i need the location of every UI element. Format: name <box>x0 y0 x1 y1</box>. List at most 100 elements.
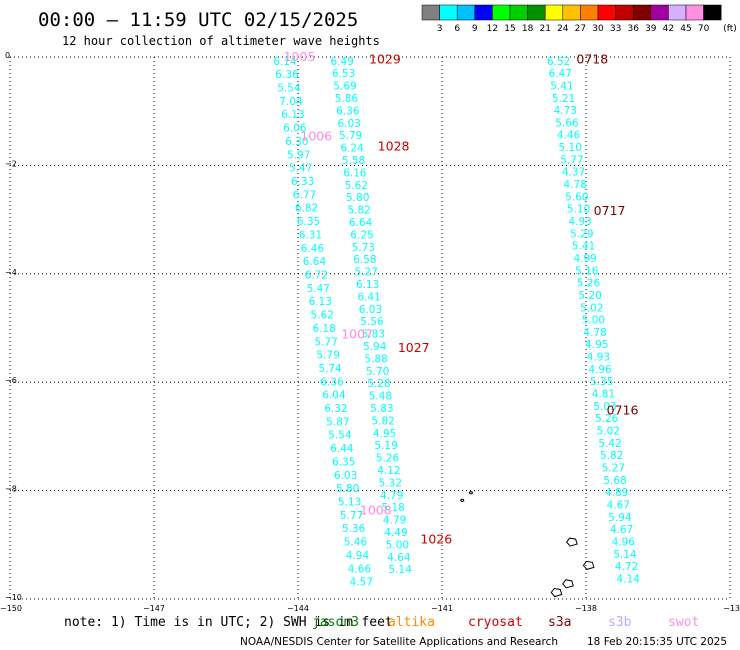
wave-height-value: 6.13 <box>309 296 332 308</box>
colorbar-swatch <box>456 4 476 21</box>
colorbar-label: 39 <box>645 24 657 34</box>
satellite-legend-item: s3a <box>548 615 571 630</box>
wave-height-value: 5.79 <box>316 350 339 362</box>
wave-height-value: 4.99 <box>573 253 596 265</box>
wave-height-value: 6.47 <box>549 68 572 80</box>
wave-height-value: 6.03 <box>338 118 361 130</box>
wave-height-value: 6.04 <box>322 390 346 402</box>
wave-height-value: 6.82 <box>295 203 318 215</box>
wave-height-value: 6.36 <box>336 105 360 117</box>
wave-height-value: 4.78 <box>583 327 606 339</box>
wave-height-value: 5.26 <box>595 413 619 425</box>
generation-timestamp: 18 Feb 20:15:35 UTC 2025 <box>587 636 727 648</box>
wave-height-value: 5.29 <box>570 228 593 240</box>
x-tick-label: −141 <box>431 604 453 613</box>
pass-time-label: 1007 <box>341 326 373 341</box>
wave-height-value: 5.32 <box>379 477 402 489</box>
wave-height-value: 4.79 <box>380 490 403 502</box>
wave-height-value: 4.72 <box>615 561 638 573</box>
wave-height-value: 5.27 <box>355 267 378 279</box>
wave-height-value: 5.87 <box>326 416 349 428</box>
island-outline <box>562 579 574 589</box>
wave-height-value: 6.32 <box>324 403 347 415</box>
colorbar-swatch <box>492 4 511 21</box>
pass-time-label: 0718 <box>576 52 608 67</box>
colorbar-label: 30 <box>592 24 604 34</box>
colorbar-swatch <box>544 4 564 21</box>
y-tick-label: −4 <box>5 268 17 277</box>
colorbar-swatch <box>562 4 581 21</box>
wave-height-value: 6.36 <box>275 69 299 81</box>
satellite-legend-item: jason3 <box>312 615 359 630</box>
wave-height-value: 5.16 <box>575 265 599 277</box>
wave-height-value: 6.13 <box>281 109 304 121</box>
wave-height-value: 5.62 <box>311 310 334 322</box>
wave-height-value: 4.79 <box>383 515 406 527</box>
y-tick-label: −2 <box>5 159 17 168</box>
colorbar-swatch <box>597 4 616 21</box>
wave-height-value: 5.10 <box>567 204 590 216</box>
wave-height-value: 4.95 <box>373 428 396 440</box>
wave-height-value: 5.03 <box>593 401 616 413</box>
colorbar-label: 6 <box>454 24 460 34</box>
y-tick-label: 0 <box>5 51 10 60</box>
wave-height-value: 4.67 <box>607 499 630 511</box>
wave-height-value: 6.64 <box>303 256 327 268</box>
y-tick-label: −6 <box>5 376 17 385</box>
satellite-legend-item: cryosat <box>468 615 523 630</box>
wave-height-value: 5.54 <box>328 430 352 442</box>
wave-height-value: 5.35 <box>590 376 613 388</box>
wave-height-value: 4.89 <box>605 487 628 499</box>
page-title: 00:00 – 11:59 UTC 02/15/2025 <box>38 9 358 31</box>
wave-height-value: 6.31 <box>299 229 322 241</box>
colorbar-swatch <box>474 4 493 21</box>
wave-height-value: 5.41 <box>572 241 595 253</box>
wave-height-value: 5.02 <box>580 302 603 314</box>
wave-height-value: 4.37 <box>562 167 585 179</box>
wave-height-value: 5.97 <box>287 149 310 161</box>
wave-height-value: 5.56 <box>360 316 384 328</box>
wave-height-value: 6.36 <box>320 376 344 388</box>
wave-height-value: 6.41 <box>357 291 380 303</box>
wave-height-value: 4.67 <box>610 524 633 536</box>
wave-height-value: 4.12 <box>377 465 400 477</box>
wave-height-value: 4.66 <box>348 563 372 575</box>
wave-height-value: 5.82 <box>600 450 623 462</box>
wave-height-value: 5.68 <box>603 475 626 487</box>
wave-height-value: 5.86 <box>335 93 359 105</box>
island-outline <box>550 587 563 598</box>
wave-height-value: 5.27 <box>602 462 625 474</box>
wave-height-value: 5.19 <box>374 440 397 452</box>
wave-height-value: 4.95 <box>585 339 608 351</box>
wave-height-value: 5.26 <box>376 453 400 465</box>
satellite-legend-item: s3b <box>608 615 632 630</box>
colorbar-label: 27 <box>575 24 586 34</box>
wave-height-value: 5.46 <box>344 537 368 549</box>
wave-height-value: 5.80 <box>336 483 359 495</box>
island-outline <box>468 491 474 495</box>
colorbar-swatch <box>668 4 687 21</box>
pass-time-label: 1026 <box>420 531 452 546</box>
colorbar-swatch <box>439 4 458 21</box>
colorbar-label: 15 <box>504 24 515 34</box>
colorbar-swatch <box>527 4 546 21</box>
x-tick-label: −147 <box>143 604 165 613</box>
wave-height-value: 5.47 <box>289 163 312 175</box>
wave-height-value: 5.00 <box>582 315 605 327</box>
pass-time-label: 1008 <box>360 503 392 518</box>
wave-height-value: 4.78 <box>564 179 587 191</box>
pass-time-label: 1028 <box>378 138 410 153</box>
wave-height-value: 6.24 <box>340 143 364 155</box>
map-grid <box>9 56 731 600</box>
wave-height-value: 5.69 <box>333 81 356 93</box>
colorbar-unit: (ft) <box>723 24 737 34</box>
wave-height-value: 5.14 <box>389 564 413 576</box>
wave-height-value: 5.21 <box>552 93 575 105</box>
wave-height-value: 6.44 <box>330 443 354 455</box>
x-tick-label: −13 <box>723 604 740 613</box>
x-tick-label: −150 <box>0 604 22 613</box>
wave-height-value: 6.35 <box>332 456 355 468</box>
y-tick-label: −8 <box>5 485 17 494</box>
wave-height-value: 6.33 <box>291 176 314 188</box>
